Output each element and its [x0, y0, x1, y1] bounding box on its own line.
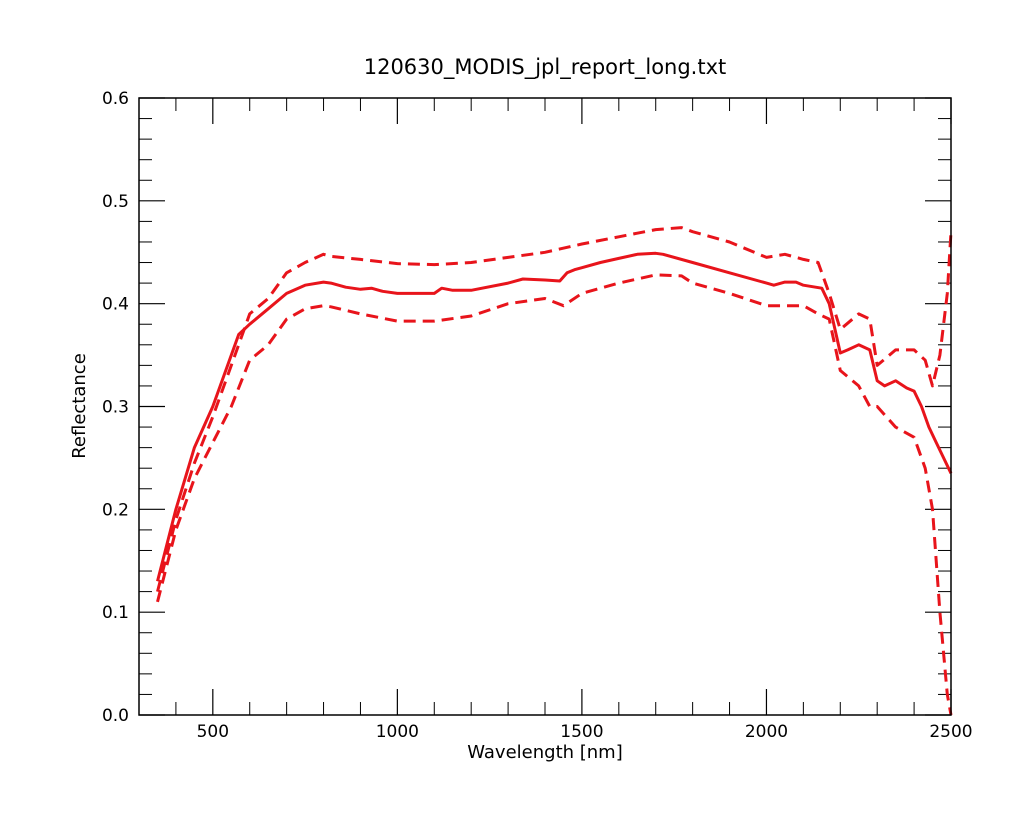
x-tick-label: 2000 — [745, 722, 788, 742]
mean-reflectance-line — [156, 251, 953, 582]
y-tick-label: 0.4 — [102, 295, 129, 315]
x-tick-label: 1500 — [560, 722, 603, 742]
y-tick-label: 0.1 — [102, 603, 129, 623]
y-tick-label: 0.0 — [102, 706, 129, 726]
data-series — [156, 226, 953, 716]
axis-ticks: 500 1000 1500 2000 2500 0.0 0.1 0.2 0.3 0.4 0.5 0.6 — [102, 89, 973, 742]
y-tick-label: 0.2 — [102, 500, 129, 520]
x-tick-label: 500 — [197, 722, 229, 742]
bound-line-1 — [156, 226, 953, 592]
bound-line-2 — [156, 273, 953, 716]
x-axis-label: Wavelength [nm] — [467, 742, 623, 763]
y-tick-label: 0.3 — [102, 398, 129, 418]
x-tick-label: 1000 — [376, 722, 419, 742]
y-axis-label: Reflectance — [69, 353, 90, 459]
y-tick-label: 0.5 — [102, 192, 129, 212]
chart-title: 120630_MODIS_jpl_report_long.txt — [364, 55, 727, 80]
plot-frame — [138, 97, 952, 716]
y-tick-label: 0.6 — [102, 89, 129, 109]
x-tick-label: 2500 — [929, 722, 972, 742]
